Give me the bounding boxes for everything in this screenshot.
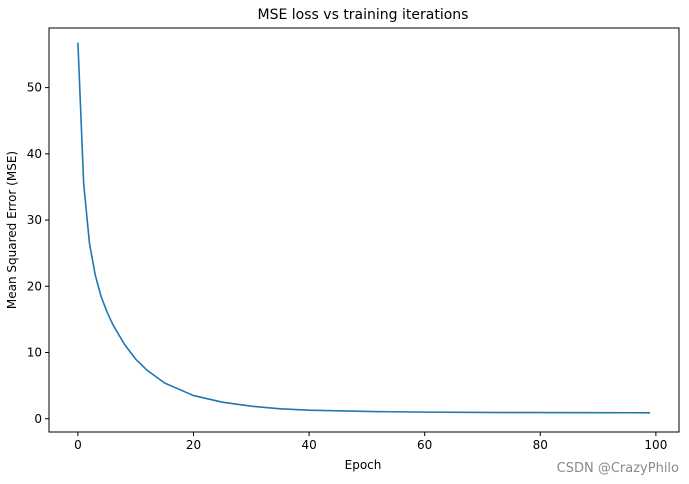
x-tick-label: 80 bbox=[533, 438, 548, 452]
watermark: CSDN @CrazyPhilo bbox=[556, 461, 679, 476]
y-tick-label: 40 bbox=[27, 147, 42, 161]
y-tick-label: 50 bbox=[27, 81, 42, 95]
y-tick-label: 0 bbox=[34, 412, 42, 426]
series-line-mse bbox=[77, 42, 651, 414]
plot-frame bbox=[48, 27, 680, 433]
x-tick-label: 20 bbox=[186, 438, 201, 452]
y-tick-label: 10 bbox=[27, 346, 42, 360]
chart-title: MSE loss vs training iterations bbox=[258, 7, 469, 23]
x-axis: 0 20 40 60 80 100 bbox=[74, 432, 667, 452]
y-axis: 0 10 20 30 40 50 bbox=[27, 81, 49, 426]
x-axis-label: Epoch bbox=[345, 458, 382, 472]
plot-area bbox=[77, 42, 651, 414]
y-tick-label: 20 bbox=[27, 279, 42, 293]
y-axis-label: Mean Squared Error (MSE) bbox=[5, 151, 19, 309]
y-tick-label: 30 bbox=[27, 213, 42, 227]
x-tick-label: 40 bbox=[301, 438, 316, 452]
x-tick-label: 100 bbox=[644, 438, 667, 452]
x-tick-label: 60 bbox=[417, 438, 432, 452]
x-tick-label: 0 bbox=[74, 438, 82, 452]
